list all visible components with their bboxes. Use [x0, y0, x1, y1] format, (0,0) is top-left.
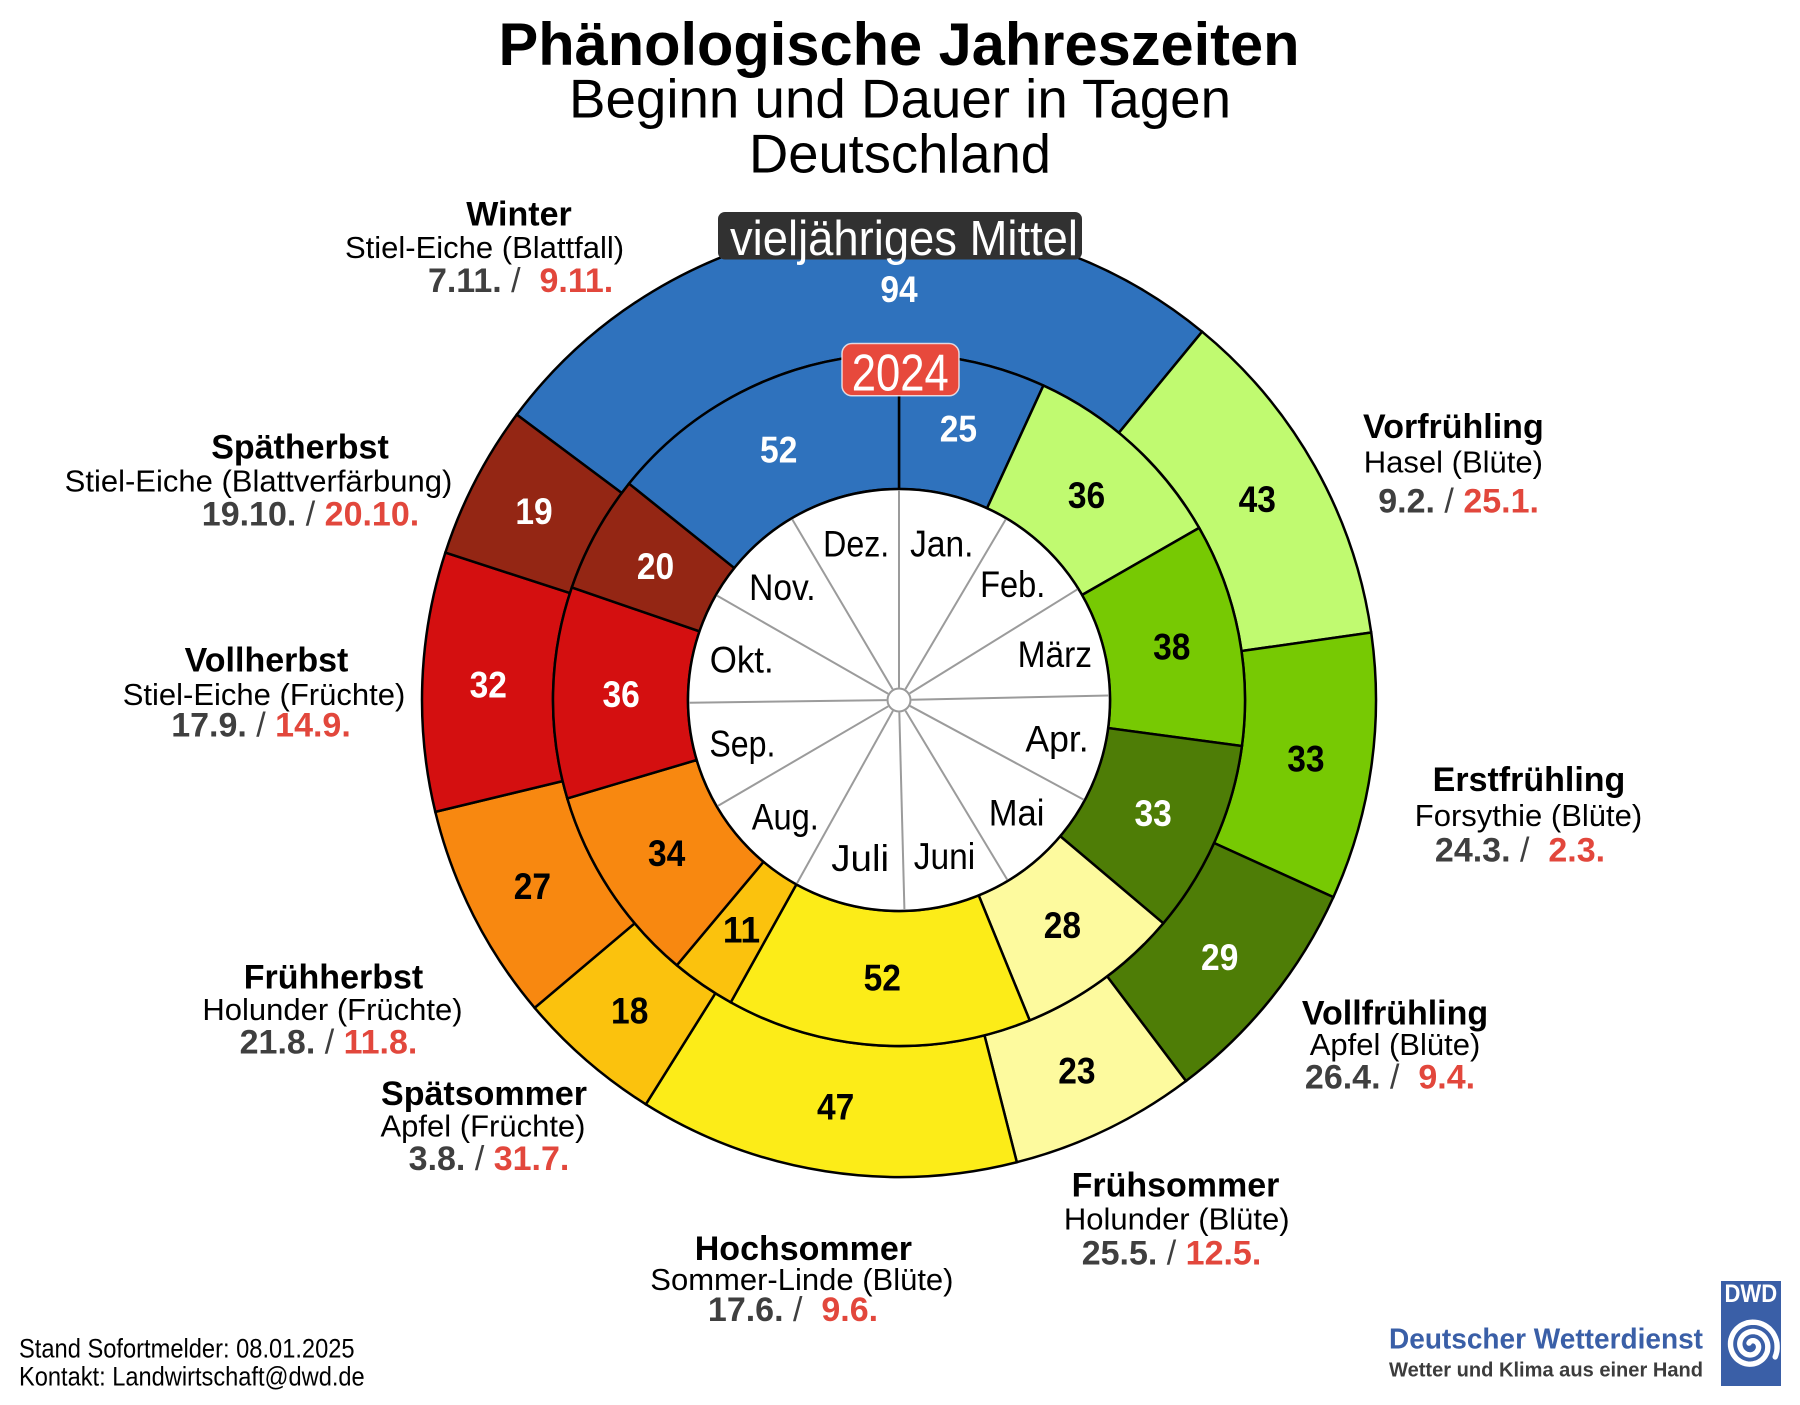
- svg-text:11: 11: [723, 909, 760, 950]
- svg-text:26.4. / 9.4.: 26.4. / 9.4.: [1305, 1058, 1475, 1096]
- svg-text:17.6. / 9.6.: 17.6. / 9.6.: [708, 1291, 878, 1329]
- svg-text:3.8. / 31.7.: 3.8. / 31.7.: [409, 1140, 570, 1178]
- svg-text:34: 34: [648, 833, 686, 874]
- svg-text:Stiel-Eiche (Früchte): Stiel-Eiche (Früchte): [123, 677, 406, 712]
- svg-text:Kontakt: Landwirtschaft@dwd.de: Kontakt: Landwirtschaft@dwd.de: [19, 1361, 365, 1391]
- svg-text:Dez.: Dez.: [823, 524, 889, 565]
- svg-text:Vorfrühling: Vorfrühling: [1363, 408, 1544, 446]
- svg-text:28: 28: [1044, 905, 1081, 946]
- svg-text:94: 94: [880, 269, 918, 310]
- svg-text:Erstfrühling: Erstfrühling: [1433, 761, 1626, 799]
- svg-text:Vollherbst: Vollherbst: [185, 642, 349, 680]
- svg-text:27: 27: [514, 866, 551, 907]
- svg-text:Juli: Juli: [831, 838, 889, 879]
- svg-text:vieljähriges Mittel: vieljähriges Mittel: [730, 212, 1078, 266]
- svg-text:32: 32: [470, 664, 507, 705]
- svg-text:Deutscher Wetterdienst: Deutscher Wetterdienst: [1389, 1324, 1703, 1356]
- svg-text:Winter: Winter: [466, 196, 571, 234]
- svg-text:9.2. / 25.1.: 9.2. / 25.1.: [1378, 482, 1539, 520]
- svg-text:2024: 2024: [852, 345, 949, 403]
- svg-text:Frühsommer: Frühsommer: [1072, 1167, 1280, 1205]
- svg-text:Hasel (Blüte): Hasel (Blüte): [1364, 445, 1543, 480]
- svg-text:Wetter und Klima aus einer Han: Wetter und Klima aus einer Hand: [1389, 1359, 1703, 1382]
- svg-text:29: 29: [1201, 937, 1238, 978]
- svg-text:Phänologische Jahreszeiten: Phänologische Jahreszeiten: [499, 11, 1300, 78]
- svg-text:Aug.: Aug.: [752, 796, 819, 837]
- svg-text:Spätherbst: Spätherbst: [211, 428, 389, 466]
- svg-text:Sommer-Linde (Blüte): Sommer-Linde (Blüte): [650, 1262, 953, 1297]
- svg-text:21.8. / 11.8.: 21.8. / 11.8.: [240, 1023, 418, 1061]
- svg-text:Hochsommer: Hochsommer: [695, 1230, 912, 1268]
- svg-text:24.3. / 2.3.: 24.3. / 2.3.: [1435, 831, 1605, 869]
- svg-text:Apfel (Früchte): Apfel (Früchte): [380, 1109, 585, 1144]
- svg-text:Feb.: Feb.: [980, 564, 1045, 605]
- svg-text:Stiel-Eiche (Blattverfärbung): Stiel-Eiche (Blattverfärbung): [65, 464, 453, 499]
- svg-text:Sep.: Sep.: [709, 724, 775, 765]
- svg-text:20: 20: [637, 546, 674, 587]
- svg-text:25: 25: [940, 409, 977, 450]
- svg-text:Apr.: Apr.: [1025, 718, 1088, 759]
- svg-text:19.10. / 20.10.: 19.10. / 20.10.: [202, 496, 419, 534]
- svg-text:33: 33: [1287, 738, 1324, 779]
- svg-text:52: 52: [760, 430, 797, 471]
- svg-text:33: 33: [1134, 793, 1171, 834]
- svg-text:36: 36: [1068, 475, 1105, 516]
- svg-text:Nov.: Nov.: [749, 567, 816, 608]
- svg-text:Jan.: Jan.: [910, 524, 973, 565]
- svg-text:März: März: [1018, 634, 1092, 675]
- svg-text:Stiel-Eiche (Blattfall): Stiel-Eiche (Blattfall): [345, 230, 624, 265]
- svg-text:18: 18: [611, 991, 648, 1032]
- svg-text:Juni: Juni: [914, 836, 976, 877]
- svg-text:17.9. / 14.9.: 17.9. / 14.9.: [171, 707, 351, 745]
- svg-text:Deutschland: Deutschland: [749, 123, 1051, 185]
- svg-text:Vollfrühling: Vollfrühling: [1302, 994, 1488, 1032]
- svg-text:7.11. / 9.11.: 7.11. / 9.11.: [428, 262, 613, 300]
- svg-text:Beginn und Dauer in Tagen: Beginn und Dauer in Tagen: [569, 68, 1231, 130]
- svg-text:47: 47: [817, 1086, 854, 1127]
- svg-text:23: 23: [1058, 1051, 1095, 1092]
- svg-text:Holunder (Früchte): Holunder (Früchte): [202, 992, 462, 1027]
- svg-text:43: 43: [1239, 479, 1276, 520]
- svg-text:19: 19: [515, 491, 552, 532]
- svg-text:38: 38: [1153, 627, 1190, 668]
- svg-text:Stand Sofortmelder: 08.01.2025: Stand Sofortmelder: 08.01.2025: [19, 1333, 355, 1363]
- svg-text:Frühherbst: Frühherbst: [244, 958, 423, 996]
- svg-text:Apfel (Blüte): Apfel (Blüte): [1310, 1027, 1481, 1062]
- svg-text:36: 36: [602, 674, 639, 715]
- svg-text:DWD: DWD: [1724, 1280, 1777, 1308]
- svg-text:Spätsommer: Spätsommer: [381, 1075, 587, 1113]
- svg-text:Forsythie (Blüte): Forsythie (Blüte): [1415, 798, 1642, 833]
- svg-text:25.5. / 12.5.: 25.5. / 12.5.: [1082, 1234, 1262, 1272]
- svg-text:52: 52: [864, 958, 901, 999]
- svg-text:Holunder (Blüte): Holunder (Blüte): [1064, 1201, 1290, 1236]
- svg-text:Okt.: Okt.: [710, 639, 774, 680]
- svg-text:Mai: Mai: [989, 792, 1045, 833]
